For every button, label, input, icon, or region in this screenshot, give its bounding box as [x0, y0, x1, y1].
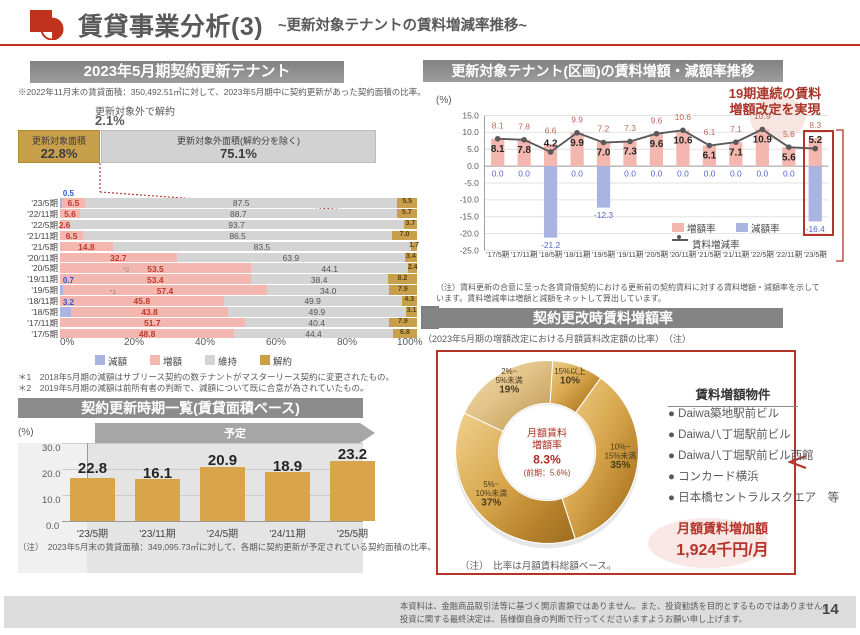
svg-text:7.8: 7.8 [517, 145, 531, 156]
svg-text:'23/5期: '23/5期 [804, 250, 827, 258]
svg-text:'20/5期: '20/5期 [645, 250, 668, 258]
svg-text:0.0: 0.0 [467, 161, 479, 171]
svg-text:2%~: 2%~ [501, 367, 517, 376]
svg-text:5%未満: 5%未満 [496, 375, 523, 385]
svg-text:10.6: 10.6 [675, 112, 692, 122]
svg-text:-10.0: -10.0 [460, 195, 480, 205]
svg-text:15.0: 15.0 [462, 110, 479, 120]
svg-text:予定: 予定 [224, 426, 246, 440]
svg-text:6.1: 6.1 [704, 127, 716, 137]
svg-text:-12.3: -12.3 [594, 210, 614, 220]
svg-text:0.0: 0.0 [677, 168, 689, 178]
svg-text:0.0: 0.0 [651, 168, 663, 178]
svg-text:19%: 19% [499, 384, 519, 395]
svg-text:8.1: 8.1 [492, 120, 504, 130]
svg-text:'18/11期: '18/11期 [564, 250, 590, 258]
svg-text:9.9: 9.9 [570, 138, 584, 149]
svg-text:9.6: 9.6 [651, 115, 663, 125]
svg-text:-15.0: -15.0 [460, 212, 480, 222]
svg-text:'17/5期: '17/5期 [486, 250, 509, 258]
svg-text:5%~: 5%~ [483, 480, 499, 489]
svg-text:0.0: 0.0 [518, 168, 530, 178]
svg-text:5.6: 5.6 [782, 152, 796, 163]
svg-text:0.0: 0.0 [704, 168, 716, 178]
svg-text:(前期：5.6%): (前期：5.6%) [524, 468, 571, 478]
svg-text:7.2: 7.2 [598, 124, 610, 134]
svg-text:-20.0: -20.0 [460, 228, 480, 238]
svg-text:7.3: 7.3 [624, 123, 636, 133]
svg-text:0.0: 0.0 [756, 168, 768, 178]
svg-text:6.6: 6.6 [545, 126, 557, 136]
svg-text:10%未満: 10%未満 [476, 488, 508, 498]
svg-text:9.9: 9.9 [571, 114, 583, 124]
svg-text:15%未満: 15%未満 [605, 451, 637, 461]
svg-text:'19/5期: '19/5期 [592, 250, 615, 258]
svg-text:-5.0: -5.0 [464, 178, 479, 188]
svg-text:0.0: 0.0 [492, 168, 504, 178]
svg-text:7.3: 7.3 [623, 147, 637, 158]
svg-text:'22/11期: '22/11期 [776, 250, 802, 258]
svg-text:4.2: 4.2 [544, 138, 558, 149]
svg-text:9.6: 9.6 [650, 139, 664, 150]
svg-text:10.0: 10.0 [462, 127, 479, 137]
svg-text:'17/11期: '17/11期 [511, 250, 537, 258]
svg-text:'21/11期: '21/11期 [723, 250, 749, 258]
svg-text:-21.2: -21.2 [541, 240, 561, 250]
svg-text:0.0: 0.0 [624, 168, 636, 178]
svg-text:'18/5期: '18/5期 [539, 250, 562, 258]
svg-text:増額率: 増額率 [532, 438, 562, 451]
svg-text:37%: 37% [481, 497, 501, 508]
svg-text:'19/11期: '19/11期 [617, 250, 643, 258]
svg-text:10%~: 10%~ [610, 442, 631, 451]
svg-text:0.0: 0.0 [571, 168, 583, 178]
svg-text:5.6: 5.6 [783, 129, 795, 139]
svg-text:7.1: 7.1 [730, 124, 742, 134]
svg-text:5.0: 5.0 [467, 144, 479, 154]
svg-text:7.0: 7.0 [597, 148, 611, 159]
svg-text:'20/11期: '20/11期 [670, 250, 696, 258]
svg-text:8.1: 8.1 [491, 144, 505, 155]
svg-text:10.9: 10.9 [754, 111, 771, 121]
svg-text:35%: 35% [610, 460, 630, 471]
svg-text:月額賃料: 月額賃料 [527, 426, 567, 439]
svg-text:10%: 10% [560, 376, 580, 387]
svg-text:0.0: 0.0 [730, 168, 742, 178]
svg-text:10.9: 10.9 [753, 135, 773, 146]
svg-text:0.0: 0.0 [783, 168, 795, 178]
svg-text:8.3%: 8.3% [533, 452, 561, 466]
svg-text:8.3: 8.3 [809, 120, 821, 130]
svg-text:6.1: 6.1 [703, 151, 717, 162]
svg-text:-25.0: -25.0 [460, 245, 480, 255]
svg-text:'22/5期: '22/5期 [751, 250, 774, 258]
svg-text:7.8: 7.8 [518, 121, 530, 131]
svg-text:10.6: 10.6 [673, 135, 693, 146]
svg-text:7.1: 7.1 [729, 147, 743, 158]
svg-text:'21/5期: '21/5期 [698, 250, 721, 258]
